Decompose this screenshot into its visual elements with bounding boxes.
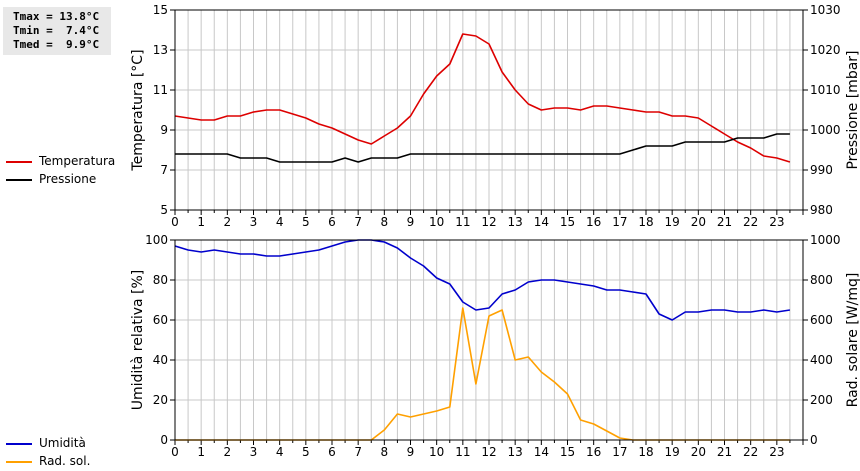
- tmed-text: Tmed = 9.9°C: [13, 38, 100, 51]
- bottom-y-right-tick-label: 0: [810, 433, 818, 447]
- bottom-x-tick-label: 3: [250, 445, 258, 459]
- legend-label-pressure: Pressione: [39, 172, 97, 186]
- bottom-x-tick-label: 8: [381, 445, 389, 459]
- tmin-text: Tmin = 7.4°C: [13, 24, 100, 37]
- top-plot-frame: [174, 9, 804, 211]
- legend-label-temperature: Temperatura: [39, 154, 116, 168]
- legend-label-humidity: Umidità: [39, 436, 86, 450]
- bottom-plot-frame: [174, 239, 804, 441]
- bottom-y-left-tick-label: 100: [145, 233, 168, 247]
- bottom-x-tick-label: 14: [534, 445, 549, 459]
- top-x-tick-label: 15: [560, 215, 575, 229]
- bottom-y-right-tick-label: 200: [810, 393, 833, 407]
- bottom-x-tick-label: 18: [638, 445, 653, 459]
- stats-box: Tmax = 13.8°C Tmin = 7.4°C Tmed = 9.9°C: [3, 7, 111, 55]
- top-x-tick-label: 6: [328, 215, 336, 229]
- legend-swatch-radiation: [6, 461, 32, 463]
- top-y-left-tick-label: 9: [160, 123, 168, 137]
- bottom-x-tick-label: 13: [508, 445, 523, 459]
- legend-swatch-pressure: [6, 179, 32, 181]
- top-x-tick-label: 19: [665, 215, 680, 229]
- top-x-tick-label: 4: [276, 215, 284, 229]
- top-x-tick-label: 22: [743, 215, 758, 229]
- bottom-y-left-tick-label: 0: [160, 433, 168, 447]
- bottom-x-tick-label: 9: [407, 445, 415, 459]
- top-y-right-tick-label: 980: [810, 203, 833, 217]
- top-x-tick-label: 2: [224, 215, 232, 229]
- bottom-x-tick-label: 7: [354, 445, 362, 459]
- bottom-y-left-label: Umidità relativa [%]: [130, 270, 146, 411]
- top-x-tick-label: 13: [508, 215, 523, 229]
- top-x-tick-label: 23: [769, 215, 784, 229]
- bottom-x-tick-label: 6: [328, 445, 336, 459]
- bottom-y-right-tick-label: 600: [810, 313, 833, 327]
- top-x-tick-label: 12: [481, 215, 496, 229]
- top-x-tick-label: 18: [638, 215, 653, 229]
- top-x-tick-label: 1: [197, 215, 205, 229]
- top-chart-panel: 0 1 2 3 4 5 6 7 8 9 10 11 12 13 14 15 16 17 18 19 20 21 22 2357…: [130, 3, 860, 229]
- bottom-x-tick-label: 19: [665, 445, 680, 459]
- top-x-tick-label: 5: [302, 215, 310, 229]
- top-y-right-tick-label: 1000: [810, 123, 841, 137]
- bottom-x-tick-label: 4: [276, 445, 284, 459]
- top-x-tick-label: 7: [354, 215, 362, 229]
- top-y-right-tick-label: 1010: [810, 83, 841, 97]
- bottom-x-tick-label: 21: [717, 445, 732, 459]
- legend-swatch-humidity: [6, 443, 32, 445]
- top-y-left-tick-label: 7: [160, 163, 168, 177]
- tmax-text: Tmax = 13.8°C: [13, 10, 100, 23]
- bottom-y-left-tick-label: 40: [153, 353, 168, 367]
- top-y-left-label: Temperatura [°C]: [130, 49, 146, 171]
- top-y-right-tick-label: 1020: [810, 43, 841, 57]
- bottom-x-tick-label: 0: [171, 445, 179, 459]
- top-x-tick-label: 20: [691, 215, 706, 229]
- bottom-x-tick-label: 15: [560, 445, 575, 459]
- top-y-left-tick-label: 11: [153, 83, 168, 97]
- series-line-humidity: [174, 239, 791, 321]
- bottom-x-tick-label: 2: [224, 445, 232, 459]
- bottom-y-left-tick-label: 20: [153, 393, 168, 407]
- bottom-y-right-tick-label: 1000: [810, 233, 841, 247]
- bottom-x-tick-label: 22: [743, 445, 758, 459]
- top-x-tick-label: 17: [612, 215, 627, 229]
- bottom-x-tick-label: 5: [302, 445, 310, 459]
- top-y-left-tick-label: 13: [153, 43, 168, 57]
- top-y-right-tick-label: 1030: [810, 3, 841, 17]
- bottom-y-left-tick-label: 60: [153, 313, 168, 327]
- bottom-x-tick-label: 12: [481, 445, 496, 459]
- bottom-chart-panel: 0 1 2 3 4 5 6 7 8 9 10 11 12 13 14 15 16 17 18 19 20 21 22 2302…: [130, 233, 860, 459]
- top-x-tick-label: 10: [429, 215, 444, 229]
- top-y-right-tick-label: 990: [810, 163, 833, 177]
- top-x-tick-label: 9: [407, 215, 415, 229]
- bottom-x-tick-label: 20: [691, 445, 706, 459]
- bottom-x-tick-label: 1: [197, 445, 205, 459]
- bottom-x-tick-label: 10: [429, 445, 444, 459]
- top-x-tick-label: 3: [250, 215, 258, 229]
- top-x-tick-label: 0: [171, 215, 179, 229]
- top-y-left-tick-label: 15: [153, 3, 168, 17]
- top-x-tick-label: 16: [586, 215, 601, 229]
- bottom-x-tick-label: 11: [455, 445, 470, 459]
- top-x-tick-label: 11: [455, 215, 470, 229]
- bottom-x-tick-label: 17: [612, 445, 627, 459]
- top-y-right-label: Pressione [mbar]: [845, 50, 860, 169]
- bottom-x-tick-label: 23: [769, 445, 784, 459]
- bottom-y-left-tick-label: 80: [153, 273, 168, 287]
- top-y-left-tick-label: 5: [160, 203, 168, 217]
- series-line-radiation: [175, 307, 790, 441]
- bottom-y-right-tick-label: 400: [810, 353, 833, 367]
- bottom-y-right-label: Rad. solare [W/mq]: [845, 273, 860, 408]
- top-x-tick-label: 21: [717, 215, 732, 229]
- series-line-temperature: [174, 33, 791, 163]
- bottom-x-tick-label: 16: [586, 445, 601, 459]
- charts-svg: 0 1 2 3 4 5 6 7 8 9 10 11 12 13 14 15 16 17 18 19 20 21 22 2357…: [130, 3, 860, 459]
- series-line-pressure: [175, 133, 790, 163]
- top-x-tick-label: 14: [534, 215, 549, 229]
- bottom-y-right-tick-label: 800: [810, 273, 833, 287]
- top-x-tick-label: 8: [381, 215, 389, 229]
- legend-swatch-temperature: [6, 161, 32, 163]
